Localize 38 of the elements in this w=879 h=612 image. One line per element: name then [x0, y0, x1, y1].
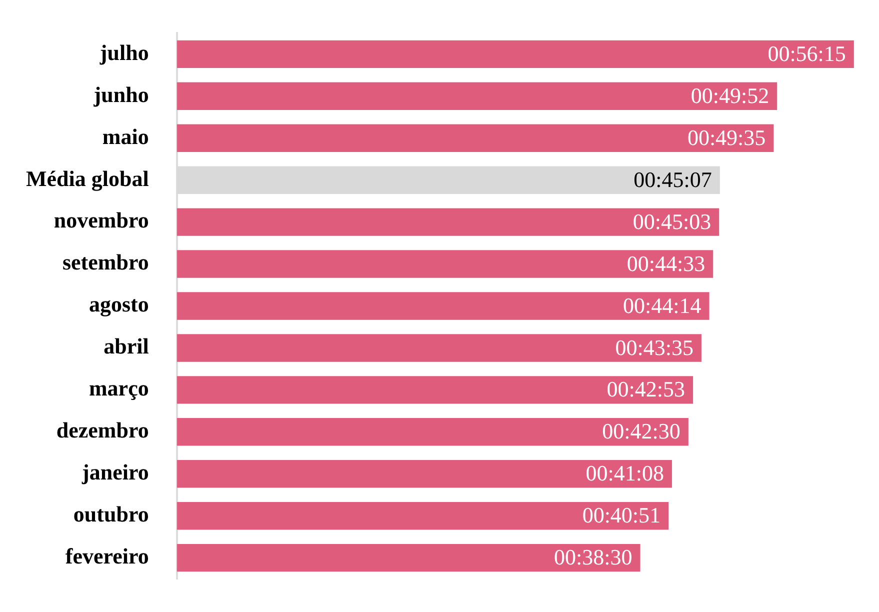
data-label: 00:43:35	[615, 334, 694, 360]
bar	[176, 460, 672, 488]
bar	[176, 502, 669, 530]
data-label: 00:49:52	[690, 82, 770, 108]
data-label: 00:40:51	[582, 502, 661, 528]
y-tick-label: abril	[104, 334, 149, 359]
bar	[176, 292, 710, 320]
data-label: 00:49:35	[687, 124, 766, 150]
bar	[176, 544, 640, 572]
data-label: 00:44:14	[623, 292, 702, 318]
y-tick-label: maio	[102, 124, 149, 149]
data-label: 00:42:53	[606, 376, 686, 402]
data-label: 00:42:30	[602, 418, 680, 444]
bar	[176, 82, 778, 110]
data-label: 00:44:33	[626, 250, 706, 276]
bar	[176, 418, 688, 446]
data-label: 00:38:30	[554, 544, 632, 570]
bar	[176, 376, 694, 404]
y-tick-label: janeiro	[81, 460, 149, 485]
bar	[176, 208, 720, 236]
y-tick-label: fevereiro	[65, 544, 149, 569]
y-tick-label: Média global	[26, 166, 149, 191]
y-tick-label: novembro	[54, 208, 149, 233]
data-label: 00:45:03	[632, 208, 712, 234]
data-label: 00:41:08	[586, 460, 664, 486]
data-label: 00:56:15	[768, 40, 846, 66]
bar	[176, 124, 774, 152]
y-tick-label: junho	[92, 82, 149, 107]
y-tick-label: julho	[98, 40, 149, 65]
bar	[176, 334, 702, 362]
y-tick-label: setembro	[62, 250, 149, 275]
y-tick-label: dezembro	[56, 418, 149, 443]
y-tick-label: agosto	[88, 292, 149, 317]
data-label: 00:45:07	[634, 166, 712, 192]
bar	[176, 40, 854, 68]
bar	[176, 250, 714, 278]
y-tick-label: março	[88, 376, 149, 401]
y-tick-label: outubro	[73, 502, 149, 527]
